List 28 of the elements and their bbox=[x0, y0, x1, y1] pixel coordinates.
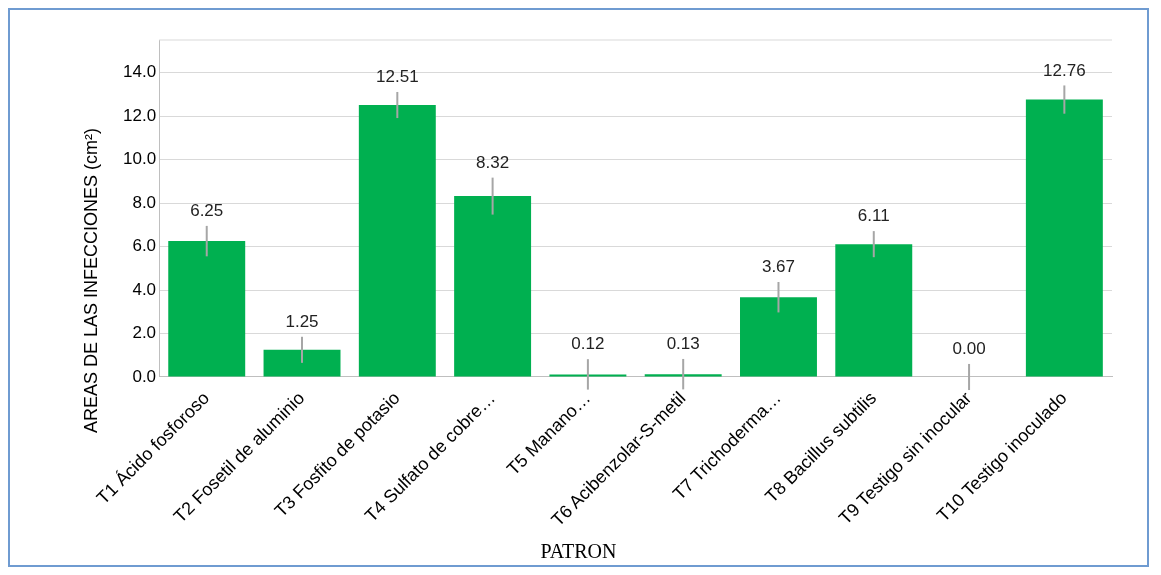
data-label: 12.76 bbox=[1043, 60, 1086, 80]
bar bbox=[740, 297, 817, 377]
data-label: 12.51 bbox=[376, 67, 419, 87]
bar bbox=[263, 349, 341, 377]
bar bbox=[1025, 99, 1103, 377]
data-label: 0.12 bbox=[571, 334, 605, 354]
bar bbox=[168, 241, 246, 377]
data-label: 3.67 bbox=[761, 257, 796, 277]
data-label: 1.25 bbox=[285, 311, 319, 331]
data-label: 6.11 bbox=[857, 206, 890, 226]
y-tick-label: 0.0 bbox=[132, 366, 157, 386]
data-label: 0.13 bbox=[666, 334, 700, 354]
bar bbox=[835, 244, 913, 377]
bar bbox=[549, 374, 627, 377]
bar bbox=[358, 105, 436, 377]
y-tick-label: 4.0 bbox=[132, 279, 157, 299]
y-tick-label: 10.0 bbox=[122, 149, 157, 169]
x-axis-title: PATRON bbox=[539, 540, 618, 563]
y-tick-label: 12.0 bbox=[122, 105, 157, 125]
y-tick-label: 6.0 bbox=[132, 236, 157, 256]
data-label: 0.00 bbox=[952, 339, 986, 359]
y-axis-title: AREAS DE LAS INFECCIONES (cm²) bbox=[81, 127, 103, 433]
data-label: 8.32 bbox=[476, 152, 510, 172]
bar bbox=[454, 196, 532, 377]
y-tick-label: 8.0 bbox=[132, 192, 157, 212]
y-tick-label: 2.0 bbox=[132, 323, 157, 343]
data-label: 6.25 bbox=[190, 201, 224, 221]
y-tick-label: 14.0 bbox=[122, 62, 157, 82]
